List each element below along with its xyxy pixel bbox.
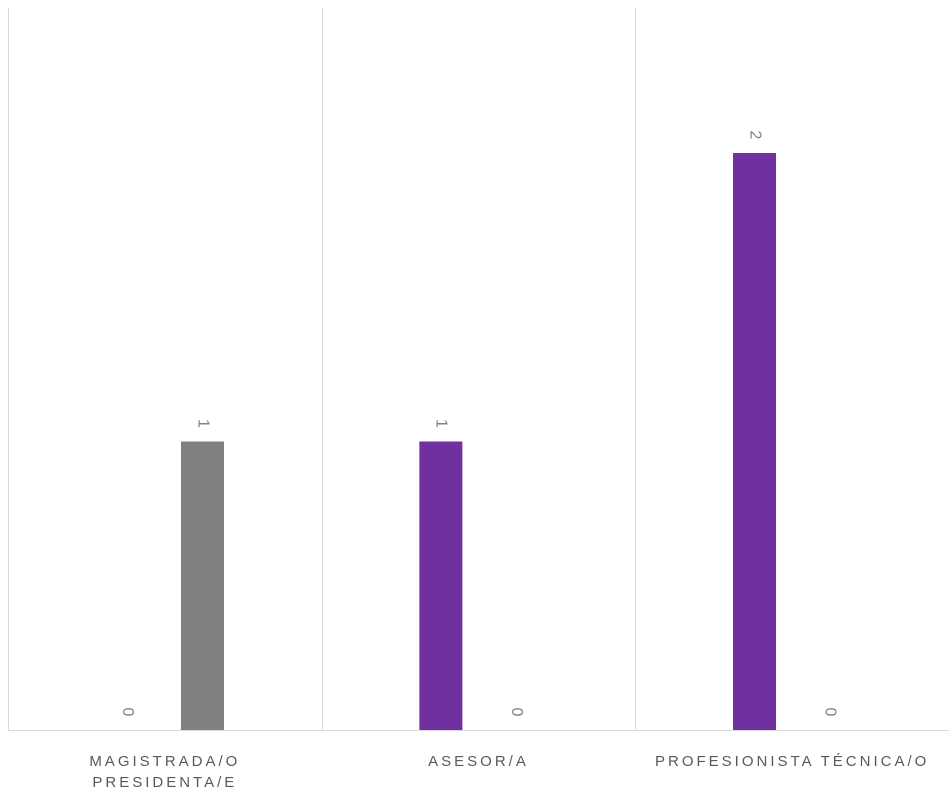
bar bbox=[180, 441, 224, 730]
data-labels-group: 0 1 1 0 2 0 bbox=[119, 131, 839, 717]
bar bbox=[733, 153, 777, 730]
data-label: 0 bbox=[822, 708, 839, 717]
data-label: 0 bbox=[119, 708, 136, 717]
data-label: 1 bbox=[433, 419, 450, 428]
data-label: 0 bbox=[508, 708, 525, 717]
category-tick-label: PROFESIONISTA TÉCNICA/O bbox=[655, 753, 929, 770]
category-tick-labels: MAGISTRADA/O PRESIDENTA/E ASESOR/A PROFESIO… bbox=[89, 753, 929, 791]
bars-group bbox=[180, 153, 777, 730]
data-label: 1 bbox=[194, 419, 211, 428]
bar bbox=[419, 441, 463, 730]
data-label: 2 bbox=[746, 131, 763, 140]
category-tick-label: ASESOR/A bbox=[428, 753, 529, 770]
category-gridlines bbox=[8, 8, 949, 731]
category-tick-label: MAGISTRADA/O PRESIDENTA/E bbox=[89, 753, 240, 791]
